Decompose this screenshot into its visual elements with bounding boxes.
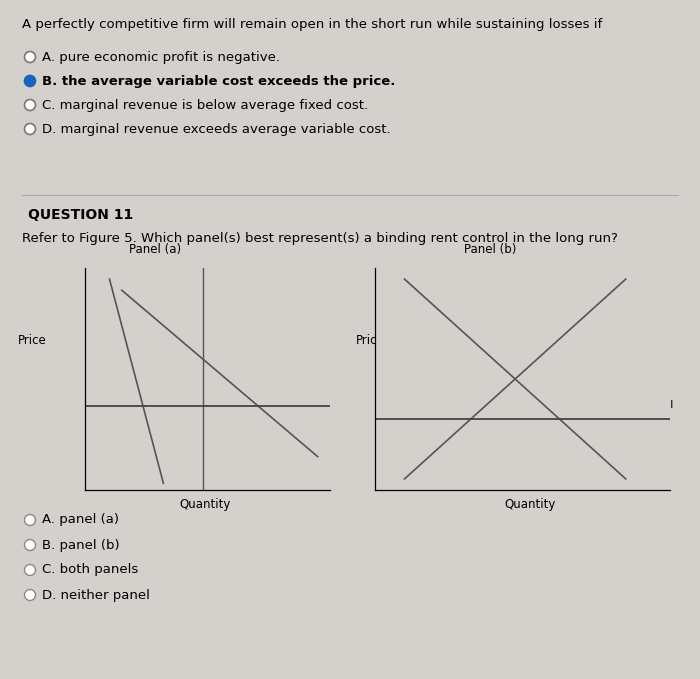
Text: Demand: Demand [248,445,295,455]
Text: Demand: Demand [608,425,655,435]
Text: A perfectly competitive firm will remain open in the short run while sustaining : A perfectly competitive firm will remain… [22,18,602,31]
Circle shape [25,589,36,600]
Circle shape [25,124,36,134]
Text: Quantity: Quantity [179,498,231,511]
Text: Panel (b): Panel (b) [464,243,516,256]
Circle shape [25,75,36,86]
Text: D. marginal revenue exceeds average variable cost.: D. marginal revenue exceeds average vari… [42,122,391,136]
Text: QUESTION 11: QUESTION 11 [28,208,133,222]
Text: Refer to Figure 5. Which panel(s) best represent(s) a binding rent control in th: Refer to Figure 5. Which panel(s) best r… [22,232,618,245]
Text: C. marginal revenue is below average fixed cost.: C. marginal revenue is below average fix… [42,98,368,111]
Text: Rent Control: Rent Control [260,393,330,403]
Circle shape [25,564,36,576]
Text: Quantity: Quantity [504,498,556,511]
Text: Supply: Supply [118,272,156,282]
Circle shape [25,540,36,551]
Text: B. panel (b): B. panel (b) [42,538,120,551]
Text: A. pure economic profit is negative.: A. pure economic profit is negative. [42,50,280,64]
Text: Panel (a): Panel (a) [129,243,181,256]
Circle shape [25,515,36,526]
Text: A. panel (a): A. panel (a) [42,513,119,526]
Text: D. neither panel: D. neither panel [42,589,150,602]
Text: Price: Price [356,333,385,346]
Text: Supply: Supply [610,290,648,300]
Circle shape [25,100,36,111]
Text: Price: Price [18,333,47,346]
Text: B. the average variable cost exceeds the price.: B. the average variable cost exceeds the… [42,75,395,88]
Text: C. both panels: C. both panels [42,564,139,576]
Text: Rent Control: Rent Control [604,400,673,410]
Circle shape [25,52,36,62]
